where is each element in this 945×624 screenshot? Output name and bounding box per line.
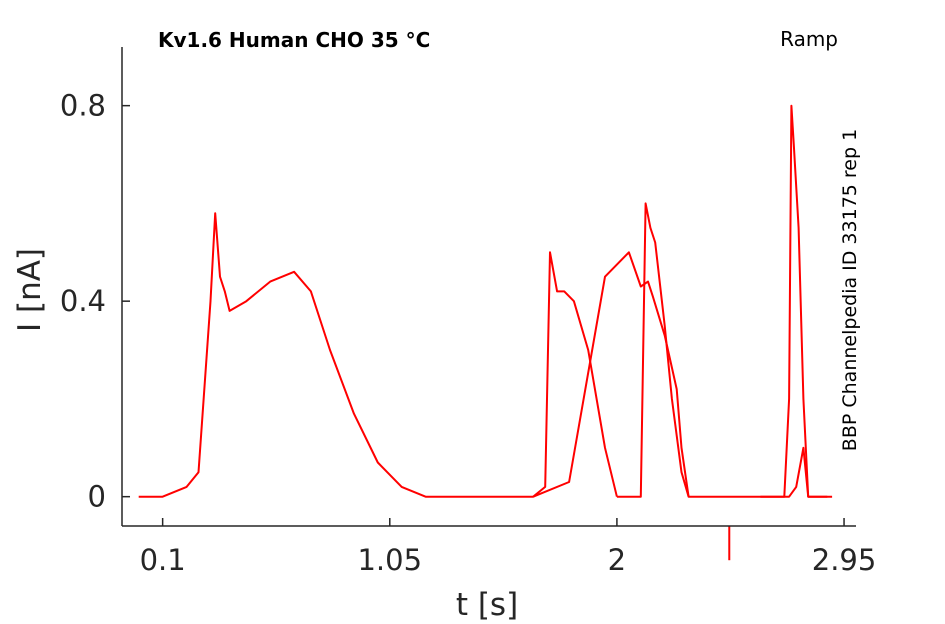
- x-tick-label: 0.1: [140, 543, 186, 577]
- y-axis-label: I [nA]: [12, 248, 48, 332]
- source-id-label: BBP Channelpedia ID 33175 rep 1: [839, 129, 861, 451]
- current-trace-line-2: [532, 251, 618, 498]
- current-trace-line-3: [616, 202, 690, 498]
- y-tick-label: 0.4: [60, 284, 106, 318]
- x-tick-label: 2: [608, 543, 626, 577]
- x-axis-ticks: 0.1 1.05 2 2.95: [140, 518, 877, 577]
- x-axis-label: t [s]: [456, 587, 518, 623]
- x-tick-label: 2.95: [812, 543, 877, 577]
- x-tick-label: 1.05: [357, 543, 422, 577]
- y-tick-label: 0: [88, 480, 106, 514]
- y-axis-ticks: 0 0.4 0.8: [60, 89, 130, 514]
- current-trace-line-1: [138, 212, 833, 498]
- y-tick-label: 0.8: [60, 89, 106, 123]
- chart-title: Kv1.6 Human CHO 35 °C: [158, 28, 430, 52]
- protocol-label: Ramp: [780, 27, 838, 51]
- trace-group: [138, 104, 833, 498]
- current-trace-line-4: [760, 104, 828, 498]
